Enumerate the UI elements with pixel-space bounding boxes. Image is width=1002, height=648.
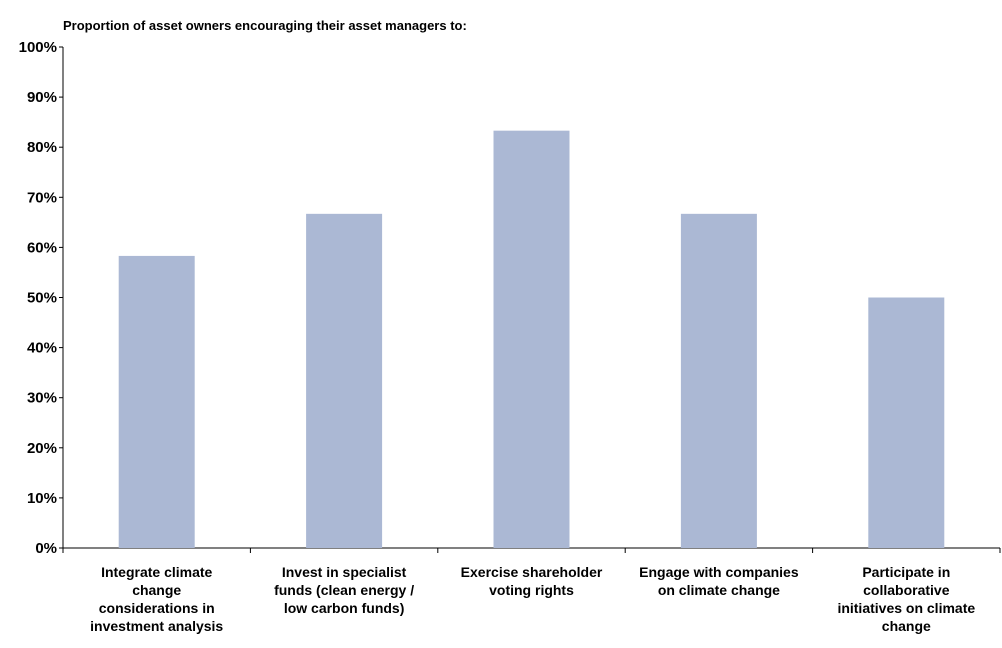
y-tick-label: 100% — [19, 39, 57, 56]
x-category-label: Invest in specialist — [282, 564, 407, 580]
x-category-label: investment analysis — [90, 618, 223, 634]
y-tick-label: 0% — [35, 540, 57, 557]
x-category-label: Engage with companies — [639, 564, 799, 580]
x-category-label: funds (clean energy / — [274, 582, 414, 598]
x-category-label: Participate in — [862, 564, 950, 580]
bar — [493, 130, 570, 549]
y-tick-label: 40% — [27, 340, 57, 357]
x-category-label: voting rights — [489, 582, 574, 598]
bar — [680, 213, 757, 548]
bar — [306, 213, 383, 548]
y-tick-label: 30% — [27, 390, 57, 407]
x-category-label: initiatives on climate — [837, 600, 975, 616]
y-tick-label: 70% — [27, 189, 57, 206]
x-category-label: change — [132, 582, 181, 598]
x-category-label: change — [882, 618, 931, 634]
y-tick-label: 50% — [27, 290, 57, 307]
y-tick-label: 20% — [27, 440, 57, 457]
x-category-label: low carbon funds) — [284, 600, 405, 616]
x-category-label: considerations in — [99, 600, 215, 616]
x-category-label: collaborative — [863, 582, 950, 598]
bar — [118, 255, 195, 549]
chart-title: Proportion of asset owners encouraging t… — [63, 18, 467, 33]
y-tick-label: 60% — [27, 239, 57, 256]
bar — [868, 297, 945, 548]
x-category-label: on climate change — [658, 582, 780, 598]
x-category-label: Integrate climate — [101, 564, 212, 580]
x-category-label: Exercise shareholder — [461, 564, 603, 580]
y-tick-label: 80% — [27, 139, 57, 156]
y-tick-label: 90% — [27, 89, 57, 106]
y-tick-label: 10% — [27, 490, 57, 507]
